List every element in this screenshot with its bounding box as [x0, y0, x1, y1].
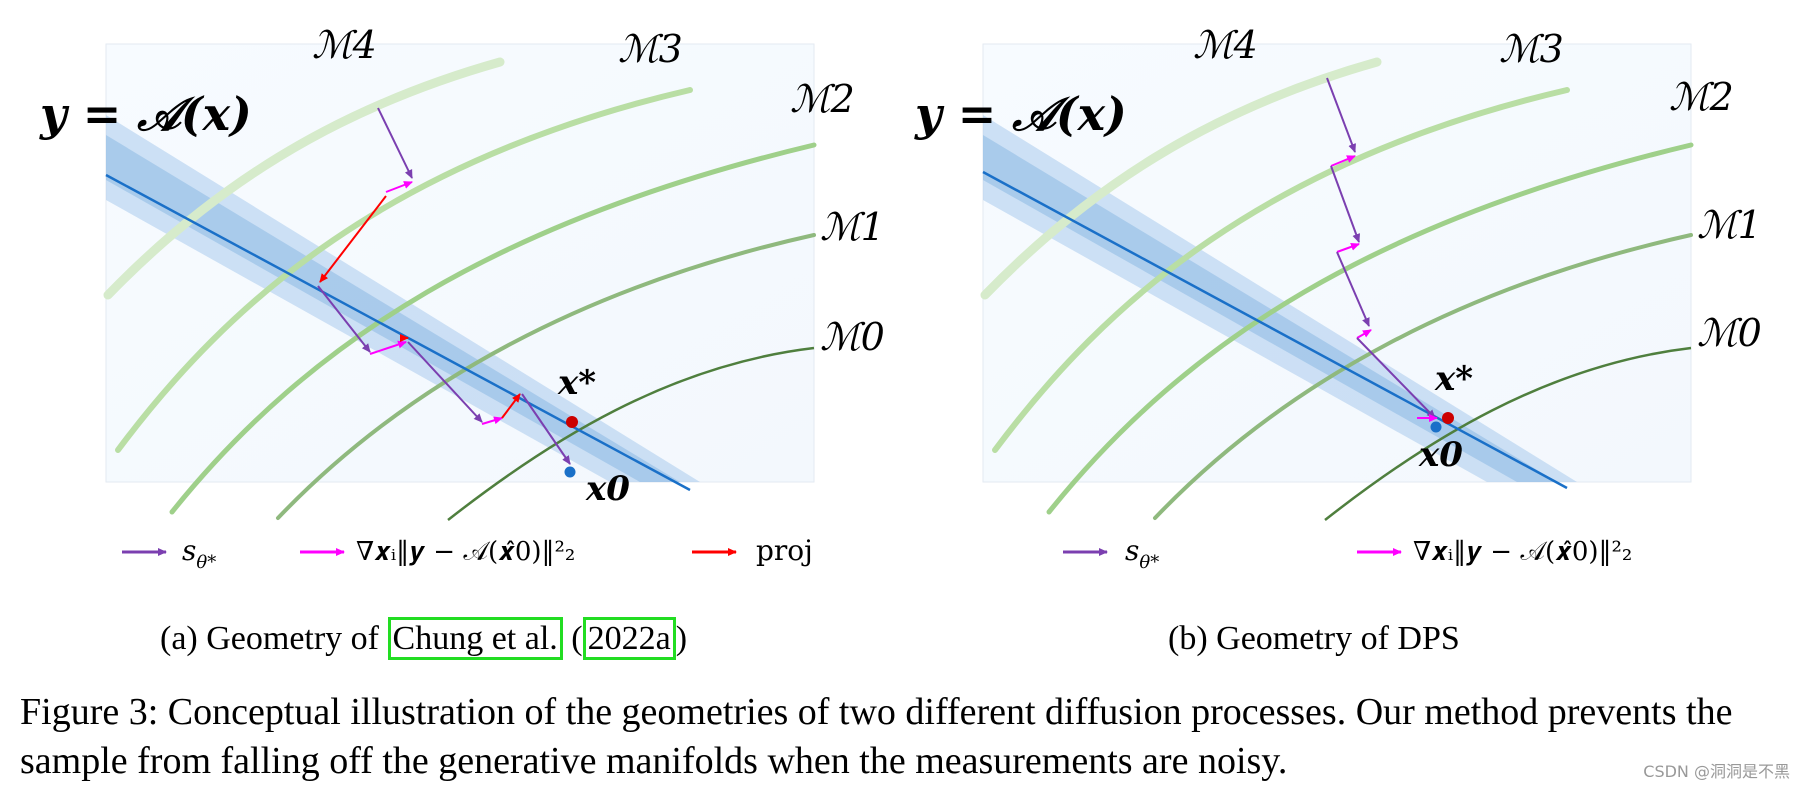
manifold-1-curve: [1153, 233, 1693, 520]
manifold-1-label: ℳ1: [820, 205, 885, 249]
score-arrow: [1336, 251, 1370, 327]
manifold-3-curve: [992, 87, 1570, 453]
score-arrow: [407, 341, 483, 423]
score-arrow: [377, 107, 413, 179]
legend-score-label: sθ*: [1125, 534, 1159, 573]
x-zero-label: 𝒙0: [1418, 435, 1463, 475]
panel-a-diagram: 𝒚 = 𝒜(𝒙) ℳ4 ℳ3 ℳ2 ℳ1 ℳ0 𝒙* 𝒙0 sθ* ∇𝒙ᵢ‖𝒚 …: [39, 23, 885, 573]
manifold-4-label: ℳ4: [312, 23, 377, 67]
manifold-2-label: ℳ2: [1669, 75, 1734, 119]
manifold-3-curve: [115, 87, 693, 453]
manifold-0-label: ℳ0: [1697, 311, 1762, 355]
x-star-dot: [1442, 412, 1454, 424]
watermark: CSDN @洞洞是不黑: [1643, 762, 1790, 781]
measurement-line: [982, 170, 1568, 490]
subfigure-caption-b: (b) Geometry of DPS: [1168, 620, 1460, 657]
caption-a-prefix: (a) Geometry of: [160, 620, 388, 657]
legend-gradient-label: ∇𝒙ᵢ‖𝒚 − 𝒜(𝒙̂0)‖²₂: [1413, 537, 1632, 567]
measurement-band: [106, 115, 700, 482]
legend-gradient-label: ∇𝒙ᵢ‖𝒚 − 𝒜(𝒙̂0)‖²₂: [356, 537, 575, 567]
caption-a-close: ): [675, 620, 688, 657]
gradient-arrow: [385, 181, 413, 193]
score-arrow: [1326, 77, 1356, 153]
citation-link-year[interactable]: 2022a: [582, 617, 676, 660]
x-star-label: 𝒙*: [557, 363, 596, 403]
legend-score-label: sθ*: [182, 534, 216, 573]
gradient-arrow: [1356, 329, 1372, 339]
caption-a-open: (: [562, 620, 583, 657]
manifold-1-curve: [276, 233, 816, 520]
gradient-arrow: [1336, 242, 1360, 253]
x-star-dot: [566, 416, 578, 428]
score-arrow: [1330, 165, 1360, 243]
panel-b-geometry: 𝒚 = 𝒜(𝒙) ℳ4 ℳ3 ℳ2 ℳ1 ℳ0 𝒙* 𝒙0 sθ* ∇𝒙ᵢ‖𝒚 …: [905, 20, 1785, 580]
score-arrow: [521, 393, 571, 465]
legend-proj-label: proj: [756, 534, 813, 567]
panel-b-diagram: 𝒚 = 𝒜(𝒙) ℳ4 ℳ3 ℳ2 ℳ1 ℳ0 𝒙* 𝒙0 sθ* ∇𝒙ᵢ‖𝒚 …: [914, 23, 1762, 573]
gradient-arrow: [369, 340, 407, 355]
gradient-arrow: [481, 416, 503, 425]
manifold-2-label: ℳ2: [790, 77, 855, 121]
figure-caption: Figure 3: Conceptual illustration of the…: [20, 691, 1733, 782]
x-zero-label: 𝒙0: [585, 469, 630, 509]
x-zero-dot: [1430, 421, 1442, 433]
manifold-3-label: ℳ3: [618, 27, 683, 71]
gradient-arrow: [1330, 155, 1356, 167]
manifold-0-curve: [1324, 346, 1692, 521]
manifold-4-curve: [980, 57, 1382, 300]
x-star-label: 𝒙*: [1434, 359, 1473, 399]
equation-label: 𝒚 = 𝒜(𝒙): [914, 87, 1127, 141]
proj-arrow: [501, 393, 521, 419]
manifold-3-label: ℳ3: [1499, 27, 1564, 71]
measurement-line: [105, 173, 691, 492]
measurement-band: [983, 115, 1577, 482]
manifold-2-curve: [1046, 142, 1694, 515]
score-arrow: [1356, 337, 1436, 419]
citation-link-author[interactable]: Chung et al.: [387, 617, 563, 660]
manifold-0-curve: [447, 346, 815, 521]
manifold-1-label: ℳ1: [1697, 203, 1762, 247]
panel-a-geometry: 𝒚 = 𝒜(𝒙) ℳ4 ℳ3 ℳ2 ℳ1 ℳ0 𝒙* 𝒙0 sθ* ∇𝒙ᵢ‖𝒚 …: [30, 20, 910, 580]
manifold-4-curve: [103, 57, 505, 300]
proj-arrow: [319, 195, 387, 283]
manifold-4-label: ℳ4: [1193, 23, 1258, 67]
score-arrow: [317, 285, 371, 353]
x-zero-dot: [564, 466, 576, 478]
manifold-0-label: ℳ0: [820, 315, 885, 359]
equation-label: 𝒚 = 𝒜(𝒙): [39, 87, 252, 141]
manifold-2-curve: [169, 142, 817, 515]
subfigure-caption-a: (a) Geometry of Chung et al. (2022a): [160, 617, 688, 660]
